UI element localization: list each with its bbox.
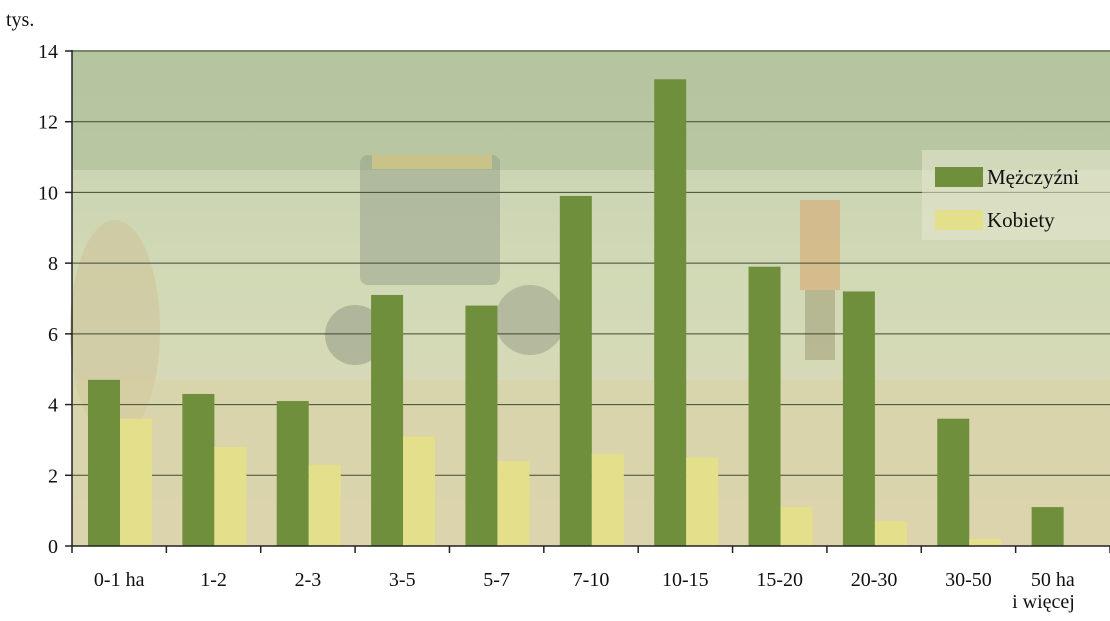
bar [654,79,687,547]
y-tick-label: 6 [48,324,58,346]
bars [88,79,1064,547]
series-kobiety [120,418,1002,546]
y-axis-unit-label: tys. [6,9,34,31]
x-tick-label: 20-30 [851,569,898,591]
x-tick-label: 3-5 [389,569,416,591]
x-tick-label: 1-2 [200,569,227,591]
x-tick-label: 7-10 [573,569,610,591]
x-tick-label: 2-3 [295,569,322,591]
bar [276,401,309,546]
bar [874,521,907,546]
legend-label-kobiety: Kobiety [987,208,1055,232]
bar [403,436,436,546]
y-tick-label: 10 [38,182,58,204]
bar [748,266,781,546]
legend: Mężczyźni Kobiety [922,150,1110,240]
bar [937,418,970,546]
x-tick-label: 15-20 [756,569,803,591]
bar [780,507,813,546]
y-tick-label: 0 [48,536,58,558]
series-mezczyzni [88,79,1064,547]
y-tick-label: 12 [38,112,58,134]
x-tick-label: 0-1 ha [94,569,145,591]
bar [308,464,341,546]
y-tick-label: 4 [48,395,58,417]
legend-swatch-mezczyzni [935,167,983,187]
legend-swatch-kobiety [935,210,983,230]
bar [214,447,247,546]
bar [465,305,498,546]
bar [686,457,719,546]
y-tick-label: 2 [48,465,58,487]
y-axis-tick-labels: 0 2 4 6 8 10 12 14 [38,41,58,558]
bar [842,291,875,546]
legend-label-mezczyzni: Mężczyźni [987,165,1079,189]
bar [559,195,592,546]
y-tick-label: 8 [48,253,58,275]
bar [120,418,152,546]
bar [1031,507,1064,546]
bar [969,538,1002,546]
x-tick-label: 50 ha i więcej [1012,569,1075,613]
x-axis-tick-labels: 0-1 ha 1-2 2-3 3-5 5-7 7-10 10-15 15-20 20-30 30-… [94,569,1075,613]
bar [88,379,120,546]
x-tick-label: 10-15 [662,569,709,591]
axes [65,50,1110,553]
bar [591,454,624,546]
x-tick-label: 30-50 [945,569,992,591]
bar [371,294,404,546]
bar [497,461,530,546]
y-tick-label: 14 [38,41,58,63]
bar [182,393,215,546]
x-tick-label: 5-7 [483,569,510,591]
